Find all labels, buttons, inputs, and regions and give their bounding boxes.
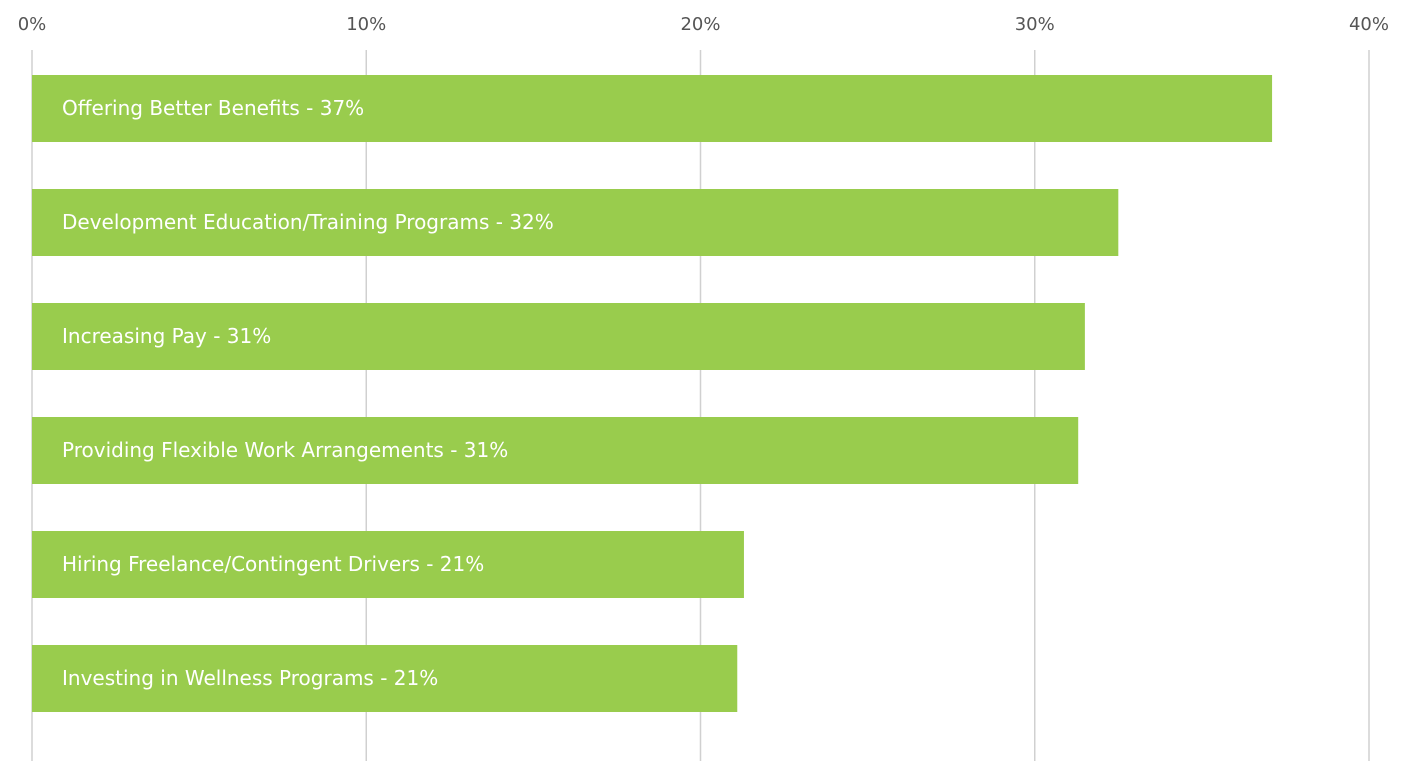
x-tick-label: 30%	[1015, 14, 1055, 35]
x-tick-label: 10%	[346, 14, 386, 35]
x-tick-label: 0%	[18, 14, 47, 35]
bar	[32, 417, 1079, 484]
bar-label: Providing Flexible Work Arrangements - 3…	[62, 438, 508, 462]
bar	[32, 189, 1119, 256]
bar-label: Hiring Freelance/Contingent Drivers - 21…	[62, 552, 484, 576]
bar-label: Offering Better Benefits - 37%	[62, 96, 364, 120]
bar-label: Development Education/Training Programs …	[62, 210, 554, 234]
bar-label: Increasing Pay - 31%	[62, 324, 271, 348]
x-tick-label: 20%	[680, 14, 720, 35]
bar	[32, 75, 1273, 142]
x-tick-label: 40%	[1349, 14, 1389, 35]
bar	[32, 303, 1085, 370]
bar	[32, 531, 744, 598]
bar	[32, 645, 738, 712]
bar-label: Investing in Wellness Programs - 21%	[62, 666, 438, 690]
